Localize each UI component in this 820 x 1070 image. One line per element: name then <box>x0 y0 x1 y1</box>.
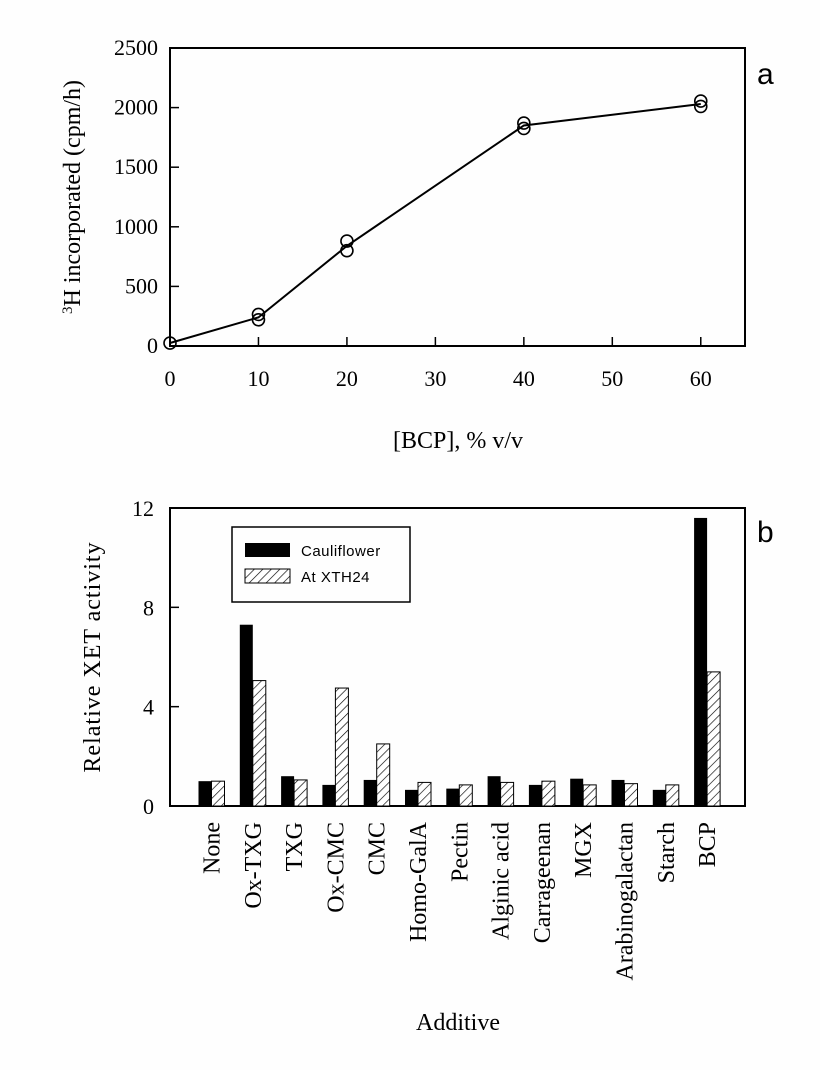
category-label: Starch <box>654 822 680 883</box>
panel-a-y-ticks: 0 500 1000 1500 2000 2500 <box>114 35 179 358</box>
bar-cauliflower <box>528 784 542 806</box>
bar-cauliflower <box>363 779 377 806</box>
legend-box <box>231 526 411 603</box>
panel-a-y-tick-label: 500 <box>125 273 158 298</box>
bar-at-xth24 <box>334 687 349 807</box>
panel-a-data-point <box>693 99 708 114</box>
bar-at-xth24 <box>582 784 597 807</box>
bar-at-xth24 <box>500 781 515 807</box>
panel-b-y-axis-title: Relative XET activity <box>80 541 106 772</box>
panel-a-plot-frame <box>169 47 746 347</box>
panel-a-data-point <box>517 121 531 136</box>
panel-a-x-tick-label: 10 <box>247 366 269 391</box>
category-label: BCP <box>695 822 721 867</box>
bar-at-xth24 <box>665 784 680 807</box>
panel-b-bars <box>198 517 721 807</box>
panel-a-x-axis-title: [BCP], % v/v <box>393 428 523 454</box>
panel-a-y-tick-label: 2000 <box>114 95 158 120</box>
category-label: CMC <box>365 822 391 875</box>
bar-at-xth24 <box>376 743 391 807</box>
panel-a-y-tick-label: 2500 <box>114 35 158 60</box>
panel-a-x-tick-label: 30 <box>424 366 446 391</box>
panel-a-data-point <box>693 94 708 108</box>
bar-at-xth24 <box>541 780 556 807</box>
panel-a-x-tick-label: 60 <box>690 366 712 391</box>
bar-cauliflower <box>570 778 584 806</box>
panel-b-y-tick-label: 8 <box>143 595 154 620</box>
panel-b-y-tick-label: 12 <box>132 496 154 521</box>
panel-a-series-line <box>169 103 701 344</box>
panel-a-line-chart: 0 500 1000 1500 2000 2500 0 10 20 30 40 50 60 [BCP]… <box>60 35 774 454</box>
panel-a-data-point <box>340 243 354 258</box>
panel-a-x-tick-label: 50 <box>601 366 623 391</box>
panel-a-y-tick-label: 0 <box>147 333 158 358</box>
panel-a-y-tick-label: 1500 <box>114 154 158 179</box>
bar-at-xth24 <box>211 780 225 807</box>
panel-a-data-points <box>163 94 708 350</box>
panel-a-x-ticks: 0 10 20 30 40 50 60 <box>165 337 712 391</box>
legend-label-at-xth24: At XTH24 <box>301 569 370 586</box>
panel-b-letter: b <box>757 516 774 549</box>
panel-a-data-point <box>517 116 531 130</box>
category-label: Carrageenan <box>530 822 556 943</box>
bar-at-xth24 <box>624 783 638 807</box>
bar-at-xth24 <box>706 671 721 807</box>
panel-b-y-ticks: 0 4 8 12 <box>132 496 179 819</box>
panel-a-x-tick-label: 20 <box>336 366 358 391</box>
panel-b-x-axis-title: Additive <box>416 1010 500 1036</box>
panel-a-data-point <box>251 312 266 327</box>
panel-a-y-axis-label: H incorporated (cpm/h) <box>60 80 86 307</box>
legend-label-cauliflower: Cauliflower <box>301 543 381 560</box>
category-label: Ox-CMC <box>323 822 349 913</box>
category-label: Alginic acid <box>489 822 515 940</box>
panel-a-y-axis-title: 3H incorporated (cpm/h) <box>60 80 86 314</box>
category-label: Homo-GalA <box>406 821 432 942</box>
legend-swatch-at-xth24 <box>244 568 291 584</box>
panel-a-y-tick-label: 1000 <box>114 214 158 239</box>
category-label: TXG <box>282 822 308 871</box>
bar-cauliflower <box>446 788 460 806</box>
bar-cauliflower <box>487 776 501 806</box>
bar-at-xth24 <box>417 781 432 807</box>
legend-swatch-cauliflower <box>245 543 290 557</box>
bar-cauliflower <box>322 784 336 806</box>
panel-b-y-tick-label: 4 <box>143 695 154 720</box>
panel-b-y-tick-label: 0 <box>143 794 154 819</box>
panel-b-bar-chart: 0 4 8 12 None Ox-TXG TXG Ox-CMC CMC Homo-GalA Pec… <box>80 496 774 1036</box>
panel-a-letter: a <box>757 58 774 91</box>
panel-a-x-tick-label: 0 <box>165 366 176 391</box>
bar-cauliflower <box>652 789 666 806</box>
category-label: Ox-TXG <box>241 822 267 909</box>
bar-at-xth24 <box>458 784 473 807</box>
category-label: None <box>200 822 226 874</box>
category-label: MGX <box>571 822 597 878</box>
bar-cauliflower <box>694 517 708 806</box>
category-label: Pectin <box>447 822 473 882</box>
bar-cauliflower <box>611 779 625 806</box>
panel-a-y-axis-superscript: 3 <box>60 307 76 315</box>
bar-cauliflower <box>405 789 418 806</box>
bar-cauliflower <box>198 781 212 806</box>
legend: Cauliflower At XTH24 <box>231 526 411 603</box>
category-label: Arabinogalactan <box>613 822 639 981</box>
panel-a-data-point <box>340 234 354 248</box>
panel-a-data-point <box>251 307 266 322</box>
bar-cauliflower <box>281 776 295 806</box>
panel-a-x-tick-label: 40 <box>513 366 535 391</box>
panel-a-data-point <box>163 336 177 350</box>
bar-at-xth24 <box>252 680 267 807</box>
bar-at-xth24 <box>293 779 308 807</box>
bar-cauliflower <box>239 624 253 806</box>
panel-b-category-labels: None Ox-TXG TXG Ox-CMC CMC Homo-GalA Pectin Alg… <box>200 821 722 980</box>
